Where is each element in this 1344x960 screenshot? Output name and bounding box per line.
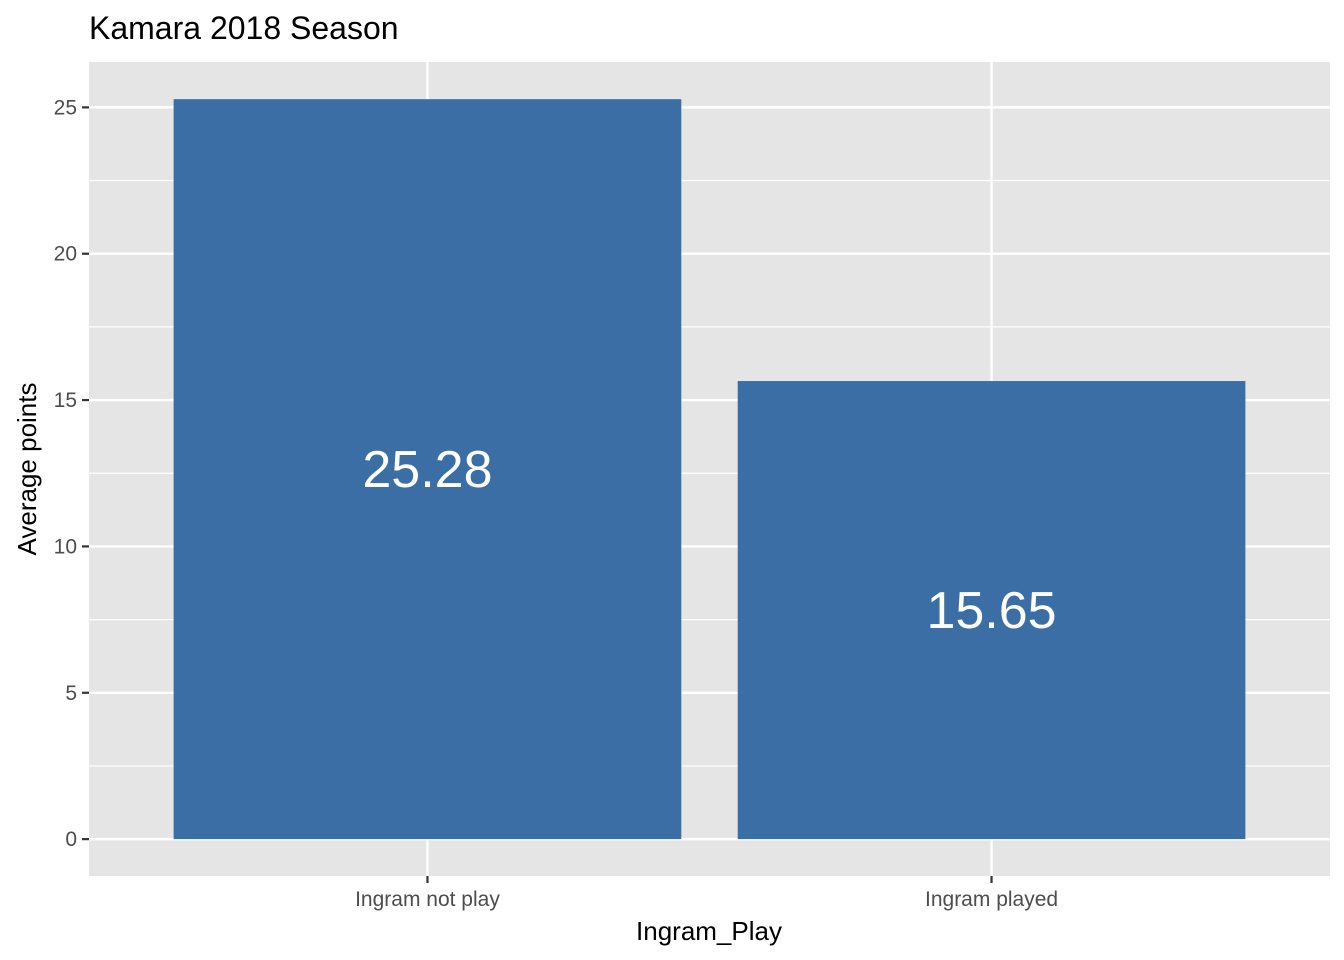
y-tick-label: 25: [54, 96, 77, 119]
bar: [737, 381, 1246, 840]
y-axis-title: Average points: [12, 383, 42, 556]
chart-title: Kamara 2018 Season: [89, 10, 399, 46]
y-tick-label: 20: [54, 243, 77, 266]
x-tick-label: Ingram not play: [355, 888, 500, 911]
x-tick-label: Ingram played: [925, 888, 1058, 911]
bar-value-label: 25.28: [362, 441, 492, 499]
y-tick-label: 0: [65, 828, 77, 851]
bars: [173, 99, 1246, 840]
y-tick-label: 15: [54, 389, 77, 412]
y-axis: 0 5 10 15 20 25: [54, 96, 89, 851]
x-axis: Ingram not play Ingram played: [355, 876, 1058, 911]
bar-value-labels: 25.28 15.65: [362, 441, 1056, 640]
bar: [173, 99, 682, 840]
x-axis-title: Ingram_Play: [636, 916, 782, 946]
y-tick-label: 5: [65, 682, 77, 705]
bar-value-label: 15.65: [926, 582, 1056, 640]
y-tick-label: 10: [54, 535, 77, 558]
